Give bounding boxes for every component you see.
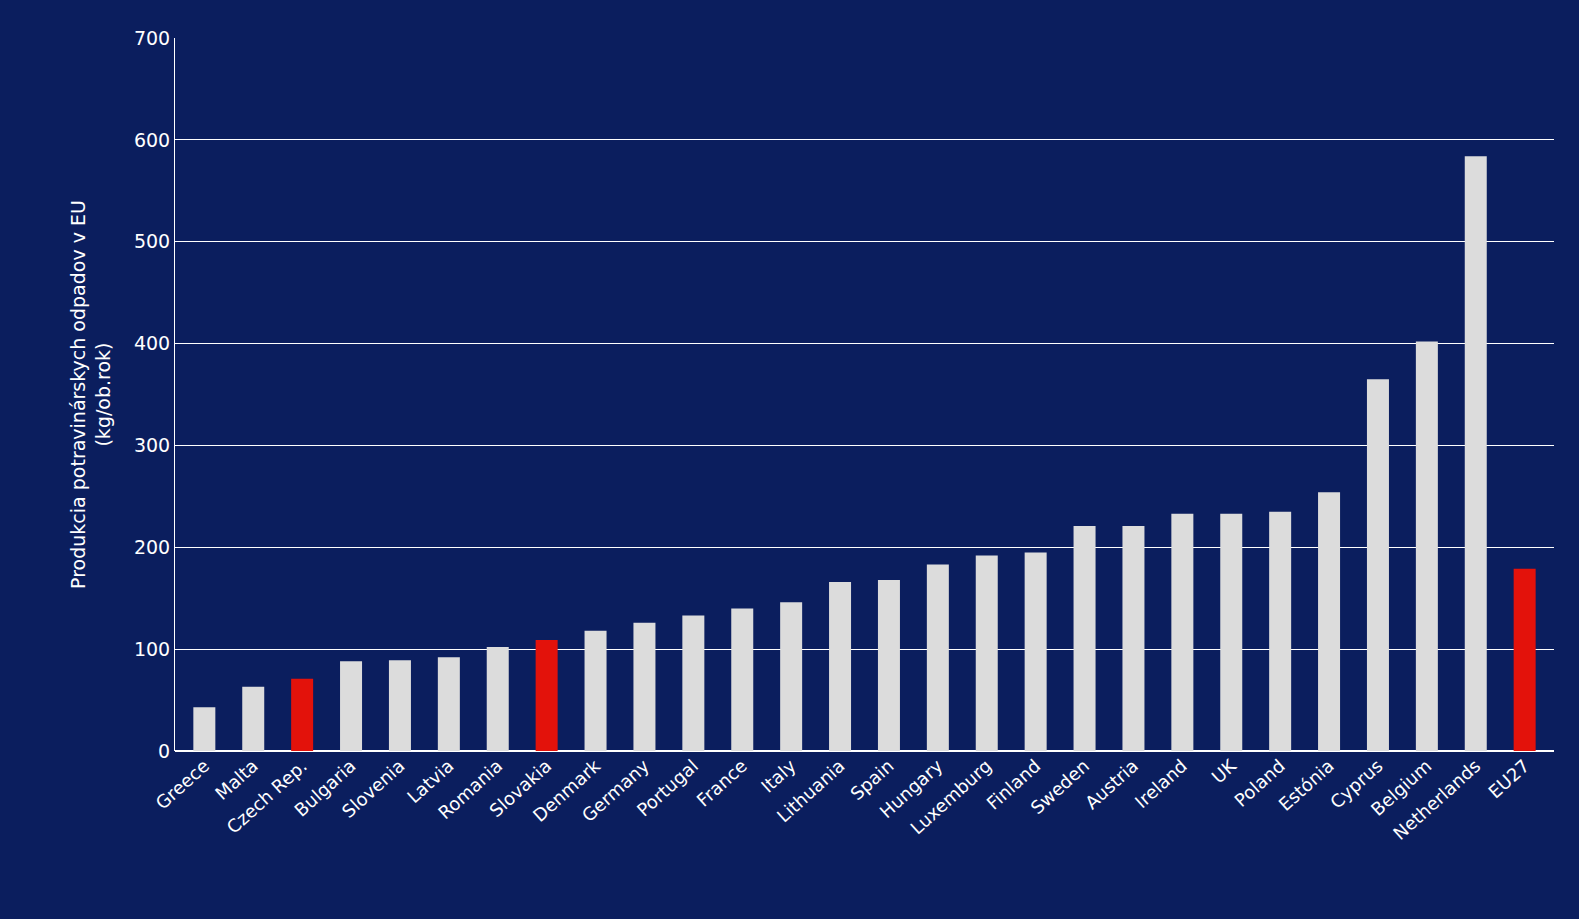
svg-text:Slovenia: Slovenia <box>338 755 409 822</box>
svg-text:Sweden: Sweden <box>1026 755 1093 818</box>
svg-text:Belgium: Belgium <box>1367 755 1436 820</box>
svg-text:Bulgaria: Bulgaria <box>290 755 360 821</box>
svg-text:200: 200 <box>134 536 170 558</box>
svg-text:600: 600 <box>134 129 170 151</box>
svg-text:UK: UK <box>1207 754 1241 787</box>
svg-text:Produkcia potravinárskych odpa: Produkcia potravinárskych odpadov v EU(k… <box>67 200 114 589</box>
svg-text:500: 500 <box>134 230 170 252</box>
svg-text:Luxemburg: Luxemburg <box>906 755 995 838</box>
svg-text:Greece: Greece <box>151 755 213 813</box>
svg-text:France: France <box>692 755 751 811</box>
svg-text:Denmark: Denmark <box>529 755 605 826</box>
svg-text:Spain: Spain <box>846 755 897 804</box>
svg-text:Slovakia: Slovakia <box>485 755 555 821</box>
svg-text:Portugal: Portugal <box>633 755 702 820</box>
svg-text:Austria: Austria <box>1081 755 1142 813</box>
svg-text:700: 700 <box>134 27 170 49</box>
svg-text:Romania: Romania <box>434 755 507 823</box>
svg-text:Czech Rep.: Czech Rep. <box>222 755 310 838</box>
svg-text:EU27: EU27 <box>1484 755 1533 802</box>
svg-text:0: 0 <box>158 740 170 762</box>
svg-text:Latvia: Latvia <box>403 755 458 807</box>
svg-text:Germany: Germany <box>578 755 654 826</box>
svg-text:Ireland: Ireland <box>1131 755 1191 812</box>
svg-text:400: 400 <box>134 332 170 354</box>
svg-text:Malta: Malta <box>211 755 262 804</box>
svg-text:Poland: Poland <box>1230 755 1289 811</box>
svg-text:Hungary: Hungary <box>875 755 946 822</box>
svg-text:Lithuania: Lithuania <box>773 755 849 826</box>
svg-text:Italy: Italy <box>757 755 800 797</box>
svg-text:Netherlands: Netherlands <box>1389 755 1485 844</box>
svg-text:Estónia: Estónia <box>1274 755 1337 815</box>
svg-text:300: 300 <box>134 434 170 456</box>
svg-text:100: 100 <box>134 638 170 660</box>
svg-text:Cyprus: Cyprus <box>1326 755 1387 813</box>
svg-text:Finland: Finland <box>982 755 1044 814</box>
